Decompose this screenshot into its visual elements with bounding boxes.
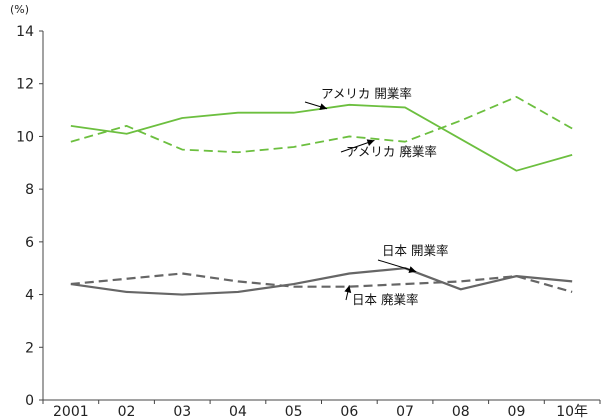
series-group (70, 95, 573, 154)
x-tick-label: 07 (396, 404, 414, 419)
x-tick-label: 03 (173, 404, 191, 419)
annotation-label: 日本 廃業率 (352, 292, 418, 307)
series-group (70, 267, 573, 296)
series-group (70, 272, 573, 293)
annotation-label: 日本 開業率 (382, 243, 448, 258)
x-tick-label: 04 (229, 404, 247, 419)
y-tick-label: 6 (25, 235, 34, 251)
annotation-arrowhead (366, 139, 375, 146)
y-tick-label: 8 (25, 182, 34, 198)
x-tick-label: 05 (285, 404, 303, 419)
series-group (70, 103, 573, 172)
y-tick-label: 4 (25, 288, 34, 304)
x-tick-label: 06 (340, 404, 358, 419)
y-unit-label: (%) (10, 3, 29, 16)
y-tick-label: 2 (25, 340, 34, 356)
annotation-label: アメリカ 廃業率 (346, 144, 437, 159)
series-line (70, 267, 573, 296)
x-tick-label: 08 (452, 404, 470, 419)
y-tick-label: 0 (25, 393, 34, 409)
x-tick-label: 2001 (53, 404, 89, 419)
y-tick-label: 14 (16, 24, 34, 40)
annotation-label: アメリカ 開業率 (321, 86, 412, 101)
annotation-arrowhead (344, 285, 352, 293)
series-line (70, 272, 573, 293)
series-line (70, 95, 573, 154)
series-layer (70, 95, 573, 296)
annotation-arrowhead (408, 266, 417, 273)
annotation-arrowhead (319, 103, 328, 111)
y-tick-label: 10 (16, 129, 34, 145)
x-tick-label: 10年 (556, 404, 588, 419)
x-tick-label: 09 (508, 404, 526, 419)
x-tick-label: 02 (118, 404, 136, 419)
series-line (70, 103, 573, 172)
y-tick-label: 12 (16, 77, 34, 93)
